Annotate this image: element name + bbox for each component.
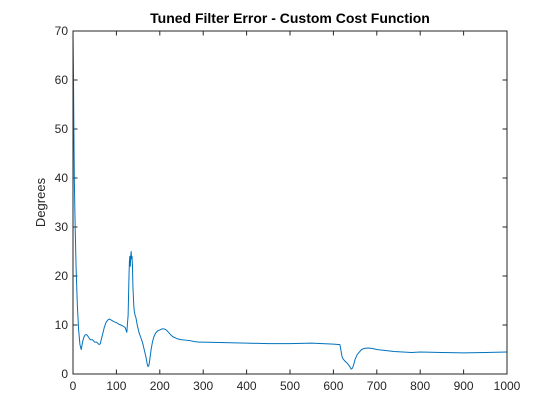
y-tick-label: 60 [55,73,69,87]
series-layer [72,30,508,370]
y-tick-label: 0 [61,367,68,381]
chart-title: Tuned Filter Error - Custom Cost Functio… [150,10,430,26]
series-line [72,30,508,370]
x-tick-label: 500 [280,379,300,393]
y-axis-label: Degrees [33,177,48,227]
x-tick-label: 100 [106,379,126,393]
y-tick-label: 20 [55,269,69,283]
x-tick-label: 600 [323,379,343,393]
axes-box [72,30,508,375]
y-tick-label: 10 [55,318,69,332]
ticks-layer: 0 100 200 300 400 500 600 700 800 900 1000 0 10 20 30 4… [55,24,521,393]
y-tick-label: 50 [55,122,69,136]
x-tick-label: 700 [367,379,387,393]
x-tick-label: 300 [193,379,213,393]
y-tick-label: 70 [55,24,69,38]
x-tick-label: 0 [70,379,77,393]
x-tick-label: 1000 [494,379,521,393]
x-tick-label: 900 [454,379,474,393]
x-tick-label: 200 [150,379,170,393]
x-tick-label: 800 [410,379,430,393]
x-tick-label: 400 [237,379,257,393]
y-tick-label: 40 [55,171,69,185]
plot-area [73,31,507,374]
y-tick-label: 30 [55,220,69,234]
